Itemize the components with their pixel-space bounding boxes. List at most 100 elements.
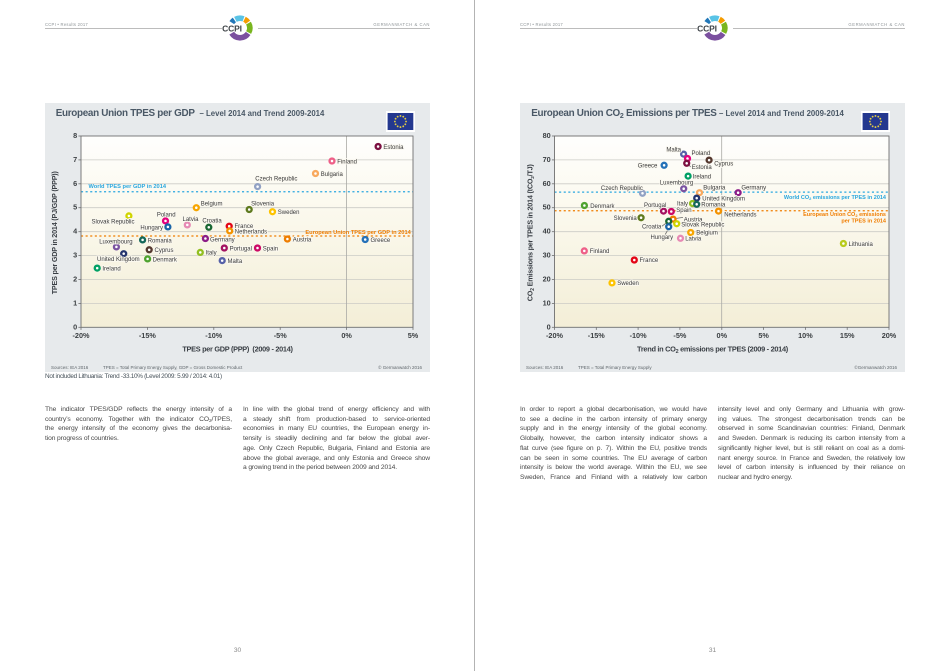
svg-text:40: 40 <box>543 227 551 236</box>
svg-text:0: 0 <box>547 322 551 331</box>
svg-text:Spain: Spain <box>676 208 691 214</box>
svg-text:30: 30 <box>543 251 551 260</box>
svg-text:United Kingdom: United Kingdom <box>702 196 745 202</box>
svg-text:Austria: Austria <box>684 218 703 224</box>
svg-text:Latvia: Latvia <box>685 237 702 243</box>
svg-text:Sweden: Sweden <box>617 281 639 287</box>
svg-text:Hungary: Hungary <box>651 235 674 241</box>
svg-text:7: 7 <box>73 155 77 164</box>
svg-text:5%: 5% <box>758 331 769 340</box>
svg-text:Bulgaria: Bulgaria <box>703 186 726 192</box>
svg-text:Germany: Germany <box>741 186 766 192</box>
svg-text:4: 4 <box>73 227 78 236</box>
svg-text:Netherlands: Netherlands <box>724 213 756 219</box>
svg-text:Slovak Republic: Slovak Republic <box>91 220 134 226</box>
svg-text:Spain: Spain <box>263 246 278 252</box>
svg-text:France: France <box>640 258 659 264</box>
svg-text:Belgium: Belgium <box>696 231 718 237</box>
svg-text:Latvia: Latvia <box>182 217 199 223</box>
svg-text:Germany: Germany <box>210 237 235 243</box>
svg-text:8: 8 <box>73 131 77 140</box>
svg-text:20%: 20% <box>882 331 897 340</box>
svg-text:World TPES per GDP in 2014: World TPES per GDP in 2014 <box>89 184 167 190</box>
svg-text:Ireland: Ireland <box>102 266 120 272</box>
svg-text:Cyprus: Cyprus <box>155 248 174 254</box>
svg-text:Romania: Romania <box>701 203 726 209</box>
svg-text:-20%: -20% <box>546 331 564 340</box>
svg-text:-15%: -15% <box>588 331 606 340</box>
svg-text:Slovenia: Slovenia <box>614 216 638 222</box>
svg-text:2: 2 <box>73 275 77 284</box>
svg-text:3: 3 <box>73 251 77 260</box>
svg-text:20: 20 <box>543 275 551 284</box>
svg-text:World CO2 emissions per TPES i: World CO2 emissions per TPES in 2014 <box>784 195 887 201</box>
svg-text:Finland: Finland <box>590 249 610 255</box>
svg-text:Sources: IEA 2016: Sources: IEA 2016 <box>51 365 89 370</box>
svg-text:-10%: -10% <box>205 331 223 340</box>
svg-text:Trend in CO2 emissions per TPE: Trend in CO2 emissions per TPES (2009 - … <box>637 344 789 355</box>
svg-text:Netherlands: Netherlands <box>235 230 267 236</box>
svg-text:Luxembourg: Luxembourg <box>99 240 132 246</box>
svg-text:Ireland: Ireland <box>693 174 711 180</box>
svg-text:European Union CO2 emissions: European Union CO2 emissions <box>803 212 886 218</box>
svg-text:TPES per GDP in 2014 (PJ/GDP (: TPES per GDP in 2014 (PJ/GDP (PPP)) <box>50 171 59 295</box>
svg-text:CCPI: CCPI <box>222 23 242 33</box>
svg-text:©Germanwatch 2016: ©Germanwatch 2016 <box>854 364 897 370</box>
svg-text:-15%: -15% <box>139 331 157 340</box>
svg-text:80: 80 <box>543 131 551 140</box>
svg-text:TPES per GDP (PPP) (2009 - 201: TPES per GDP (PPP) (2009 - 2014) <box>182 344 293 353</box>
svg-text:TPES = Total Primary Energy Su: TPES = Total Primary Energy Supply <box>578 365 652 370</box>
svg-text:Estonia: Estonia <box>692 165 713 171</box>
svg-text:Croatia: Croatia <box>202 219 222 225</box>
svg-text:Italy: Italy <box>677 202 688 208</box>
svg-text:6: 6 <box>73 179 77 188</box>
svg-text:0: 0 <box>73 322 77 331</box>
svg-text:Croatia: Croatia <box>642 224 662 230</box>
svg-text:-10%: -10% <box>630 331 648 340</box>
svg-text:Malta: Malta <box>228 259 243 265</box>
svg-text:Bulgaria: Bulgaria <box>321 172 344 178</box>
svg-text:Greece: Greece <box>638 164 658 170</box>
svg-text:5%: 5% <box>408 331 419 340</box>
svg-text:5: 5 <box>73 203 77 212</box>
svg-text:Poland: Poland <box>157 212 176 218</box>
svg-text:Sources: IEA 2016: Sources: IEA 2016 <box>526 365 564 370</box>
svg-text:Austria: Austria <box>293 237 312 243</box>
svg-text:60: 60 <box>543 179 551 188</box>
svg-text:Hungary: Hungary <box>140 225 163 231</box>
svg-text:Denmark: Denmark <box>590 204 615 210</box>
svg-text:Poland: Poland <box>692 151 711 157</box>
svg-text:Czech Republic: Czech Republic <box>601 186 643 192</box>
svg-text:1: 1 <box>73 298 77 307</box>
svg-text:15%: 15% <box>840 331 855 340</box>
svg-text:Estonia: Estonia <box>383 145 404 151</box>
svg-text:-5%: -5% <box>673 331 686 340</box>
svg-text:European Union TPES per GDP in: European Union TPES per GDP in 2014 <box>305 230 411 236</box>
svg-text:Czech Republic: Czech Republic <box>255 176 297 182</box>
svg-text:-5%: -5% <box>274 331 287 340</box>
svg-text:Slovak Republic: Slovak Republic <box>681 223 724 229</box>
svg-text:Italy: Italy <box>206 251 217 257</box>
svg-text:Luxembourg: Luxembourg <box>660 181 693 187</box>
svg-text:Sweden: Sweden <box>278 210 300 216</box>
svg-text:Romania: Romania <box>148 238 173 244</box>
svg-text:France: France <box>235 224 254 230</box>
svg-text:10%: 10% <box>798 331 813 340</box>
svg-text:Lithuania: Lithuania <box>849 242 874 248</box>
svg-text:0%: 0% <box>341 331 352 340</box>
svg-text:© Germanwatch 2016: © Germanwatch 2016 <box>378 364 422 370</box>
svg-text:CCPI: CCPI <box>697 23 717 33</box>
svg-text:Portugal: Portugal <box>644 203 666 209</box>
svg-text:Portugal: Portugal <box>230 246 252 252</box>
svg-text:50: 50 <box>543 203 551 212</box>
svg-text:Greece: Greece <box>371 238 391 244</box>
svg-text:TPES = Total Primary Energy Su: TPES = Total Primary Energy Supply, GDP … <box>103 365 243 370</box>
svg-text:per TPES in 2014: per TPES in 2014 <box>841 218 887 224</box>
svg-text:10: 10 <box>543 298 551 307</box>
svg-text:Denmark: Denmark <box>153 257 178 263</box>
svg-text:70: 70 <box>543 155 551 164</box>
svg-text:Belgium: Belgium <box>201 201 223 207</box>
svg-text:-20%: -20% <box>72 331 90 340</box>
svg-text:Malta: Malta <box>666 148 681 154</box>
svg-text:Cyprus: Cyprus <box>714 161 733 167</box>
